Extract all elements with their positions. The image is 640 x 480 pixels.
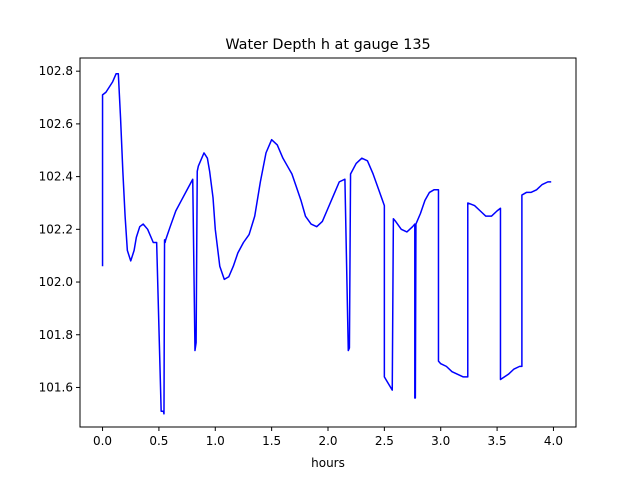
x-tick-label: 4.0 [544, 434, 563, 448]
y-tick-label: 102.0 [39, 275, 73, 289]
x-axis-label: hours [311, 456, 345, 470]
chart-title: Water Depth h at gauge 135 [225, 37, 430, 53]
y-axis: 101.6 101.8 102.0 102.2 102.4 102.6 102.8 [39, 64, 80, 394]
x-tick-label: 2.5 [375, 434, 394, 448]
x-tick-label: 3.5 [488, 434, 507, 448]
y-tick-label: 102.8 [39, 64, 73, 78]
y-tick-label: 102.2 [39, 222, 73, 236]
y-tick-label: 101.6 [39, 380, 73, 394]
y-tick-label: 102.4 [39, 170, 73, 184]
y-tick-label: 101.8 [39, 328, 73, 342]
x-tick-label: 2.0 [318, 434, 337, 448]
x-tick-label: 1.0 [206, 434, 225, 448]
plot-frame [79, 57, 577, 428]
series-line-0 [101, 73, 552, 415]
x-axis: 0.0 0.5 1.0 1.5 2.0 2.5 3.0 3.5 4.0 [93, 427, 563, 448]
x-tick-label: 3.0 [431, 434, 450, 448]
x-tick-label: 0.0 [93, 434, 112, 448]
x-tick-label: 1.5 [262, 434, 281, 448]
plot-area [101, 73, 552, 415]
x-tick-label: 0.5 [149, 434, 168, 448]
y-tick-label: 102.6 [39, 117, 73, 131]
